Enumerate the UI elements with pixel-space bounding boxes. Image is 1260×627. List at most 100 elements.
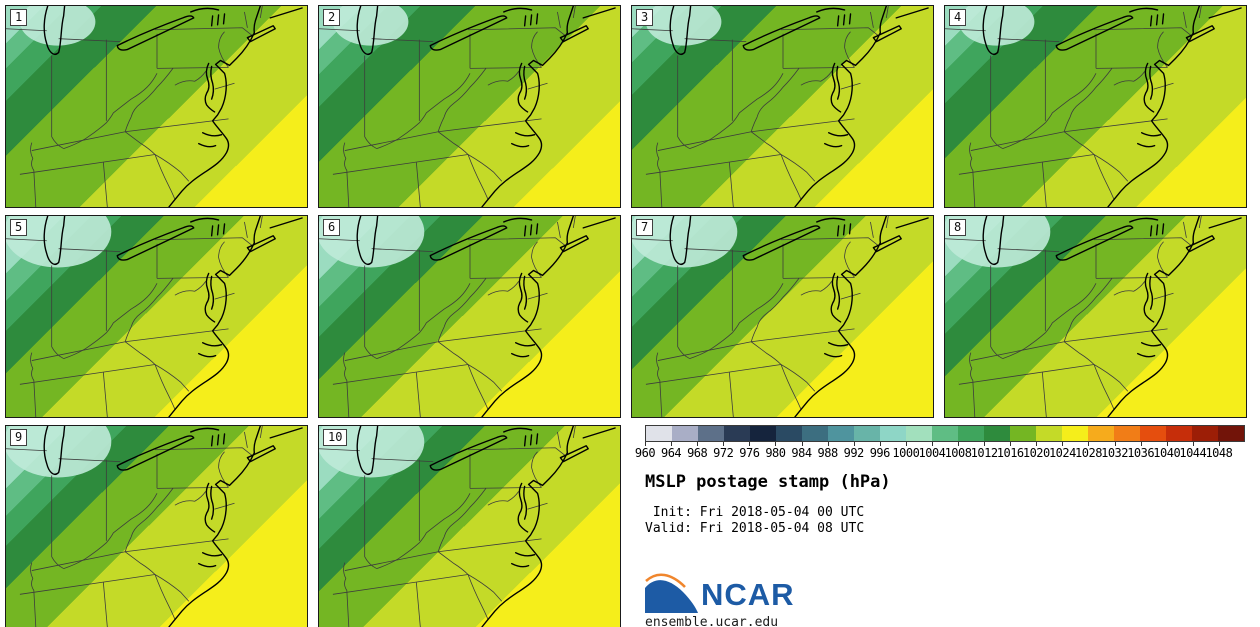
colorbar-tick xyxy=(1010,442,1012,446)
panel-number-badge: 9 xyxy=(10,429,28,446)
mslp-map xyxy=(319,216,620,417)
colorbar-tick xyxy=(905,442,907,446)
colorbar-cell xyxy=(958,426,984,441)
colorbar-tick-label: 1048 xyxy=(1205,446,1233,460)
ensemble-member-panel-2[interactable]: 2 xyxy=(318,5,621,208)
colorbar-tick xyxy=(931,442,933,446)
info-block: 960 964 968 972 976 980 984 988 992 996 1000 1004 10… xyxy=(635,425,1245,627)
colorbar-tick xyxy=(1036,442,1038,446)
mslp-map xyxy=(945,216,1246,417)
low-pressure-patch xyxy=(6,426,112,478)
mslp-map xyxy=(632,216,933,417)
colorbar-cell xyxy=(854,426,880,441)
colorbar-cell xyxy=(646,426,672,441)
timestamp-block: Init: Fri 2018-05-04 00 UTC Valid: Fri 2… xyxy=(645,505,1245,537)
colorbar-tick xyxy=(801,442,803,446)
ensemble-member-panel-5[interactable]: 5 xyxy=(5,215,308,418)
colorbar-cell xyxy=(724,426,750,441)
mslp-map xyxy=(6,6,307,207)
colorbar-cell xyxy=(698,426,724,441)
coastline xyxy=(43,426,303,627)
colorbar-tick xyxy=(879,442,881,446)
colorbar-cell xyxy=(1218,426,1244,441)
colorbar-cell xyxy=(1114,426,1140,441)
state-borders xyxy=(632,216,889,417)
ensemble-member-panel-10[interactable]: 10 xyxy=(318,425,621,627)
colorbar-tick xyxy=(1166,442,1168,446)
mslp-map xyxy=(319,6,620,207)
colorbar-tick-label: 1004 xyxy=(918,446,946,460)
colorbar-tick-label: 960 xyxy=(634,446,656,460)
coastline xyxy=(669,216,929,417)
colorbar-cell xyxy=(906,426,932,441)
state-borders xyxy=(945,216,1202,417)
panel-number-badge: 10 xyxy=(323,429,348,446)
colorbar-tick-labels: 960 964 968 972 976 980 984 988 992 996 1000 1004 10… xyxy=(635,446,1245,460)
colorbar-cell xyxy=(750,426,776,441)
ensemble-member-panel-7[interactable]: 7 xyxy=(631,215,934,418)
ensemble-member-panel-8[interactable]: 8 xyxy=(944,215,1247,418)
logo-orange-arc xyxy=(645,573,686,588)
colorbar-cells xyxy=(645,425,1245,442)
colorbar-tick-label: 984 xyxy=(791,446,812,460)
colorbar-tick-label: 1016 xyxy=(996,446,1024,460)
colorbar-tick-label: 972 xyxy=(713,446,734,460)
colorbar-tick-label: 1044 xyxy=(1179,446,1207,460)
low-pressure-patch xyxy=(319,216,425,268)
logo-blue-shape xyxy=(645,580,698,613)
init-time: Init: Fri 2018-05-04 00 UTC xyxy=(645,505,865,520)
ensemble-member-panel-9[interactable]: 9 xyxy=(5,425,308,627)
low-pressure-patch xyxy=(945,216,1051,268)
valid-time: Valid: Fri 2018-05-04 08 UTC xyxy=(645,521,865,536)
mslp-map xyxy=(6,426,307,627)
mslp-map xyxy=(632,6,933,207)
coastline xyxy=(43,6,303,207)
ensemble-member-panel-1[interactable]: 1 xyxy=(5,5,308,208)
colorbar-cell xyxy=(1062,426,1088,441)
colorbar-tick xyxy=(671,442,673,446)
panel-number-badge: 4 xyxy=(949,9,967,26)
state-borders xyxy=(319,216,576,417)
low-pressure-patch xyxy=(6,216,112,268)
colorbar-tick xyxy=(827,442,829,446)
colorbar-tick xyxy=(984,442,986,446)
colorbar-tick-label: 1012 xyxy=(970,446,998,460)
ensemble-member-panel-4[interactable]: 4 xyxy=(944,5,1247,208)
colorbar-tick-label: 992 xyxy=(843,446,865,460)
colorbar-cell xyxy=(880,426,906,441)
colorbar-tick xyxy=(1192,442,1194,446)
colorbar-tick-label: 968 xyxy=(687,446,708,460)
colorbar-tick xyxy=(775,442,777,446)
state-borders xyxy=(6,6,263,207)
panel-number-badge: 8 xyxy=(949,219,967,236)
colorbar-cell xyxy=(1010,426,1036,441)
pressure-colorbar: 960 964 968 972 976 980 984 988 992 996 1000 1004 10… xyxy=(635,425,1245,460)
ncar-logo-swoosh-icon xyxy=(645,573,698,613)
state-borders xyxy=(632,6,889,207)
coastline xyxy=(356,6,616,207)
colorbar-cell xyxy=(1192,426,1218,441)
colorbar-ticks xyxy=(645,442,1245,446)
coastline xyxy=(982,6,1242,207)
coastline xyxy=(669,6,929,207)
colorbar-tick xyxy=(853,442,855,446)
mslp-map xyxy=(945,6,1246,207)
colorbar-cell xyxy=(802,426,828,441)
mslp-map xyxy=(6,216,307,417)
colorbar-tick xyxy=(1088,442,1090,446)
low-pressure-patch xyxy=(958,6,1035,46)
colorbar-tick-label: 1024 xyxy=(1048,446,1076,460)
low-pressure-patch xyxy=(645,6,722,46)
colorbar-tick xyxy=(1218,442,1220,446)
state-borders xyxy=(6,426,263,627)
coastline xyxy=(356,426,616,627)
ensemble-member-panel-3[interactable]: 3 xyxy=(631,5,934,208)
colorbar-tick xyxy=(697,442,699,446)
colorbar-cell xyxy=(932,426,958,441)
panel-number-badge: 1 xyxy=(10,9,28,26)
colorbar-tick xyxy=(958,442,960,446)
colorbar-cell xyxy=(1166,426,1192,441)
ensemble-member-panel-6[interactable]: 6 xyxy=(318,215,621,418)
panel-number-badge: 7 xyxy=(636,219,654,236)
